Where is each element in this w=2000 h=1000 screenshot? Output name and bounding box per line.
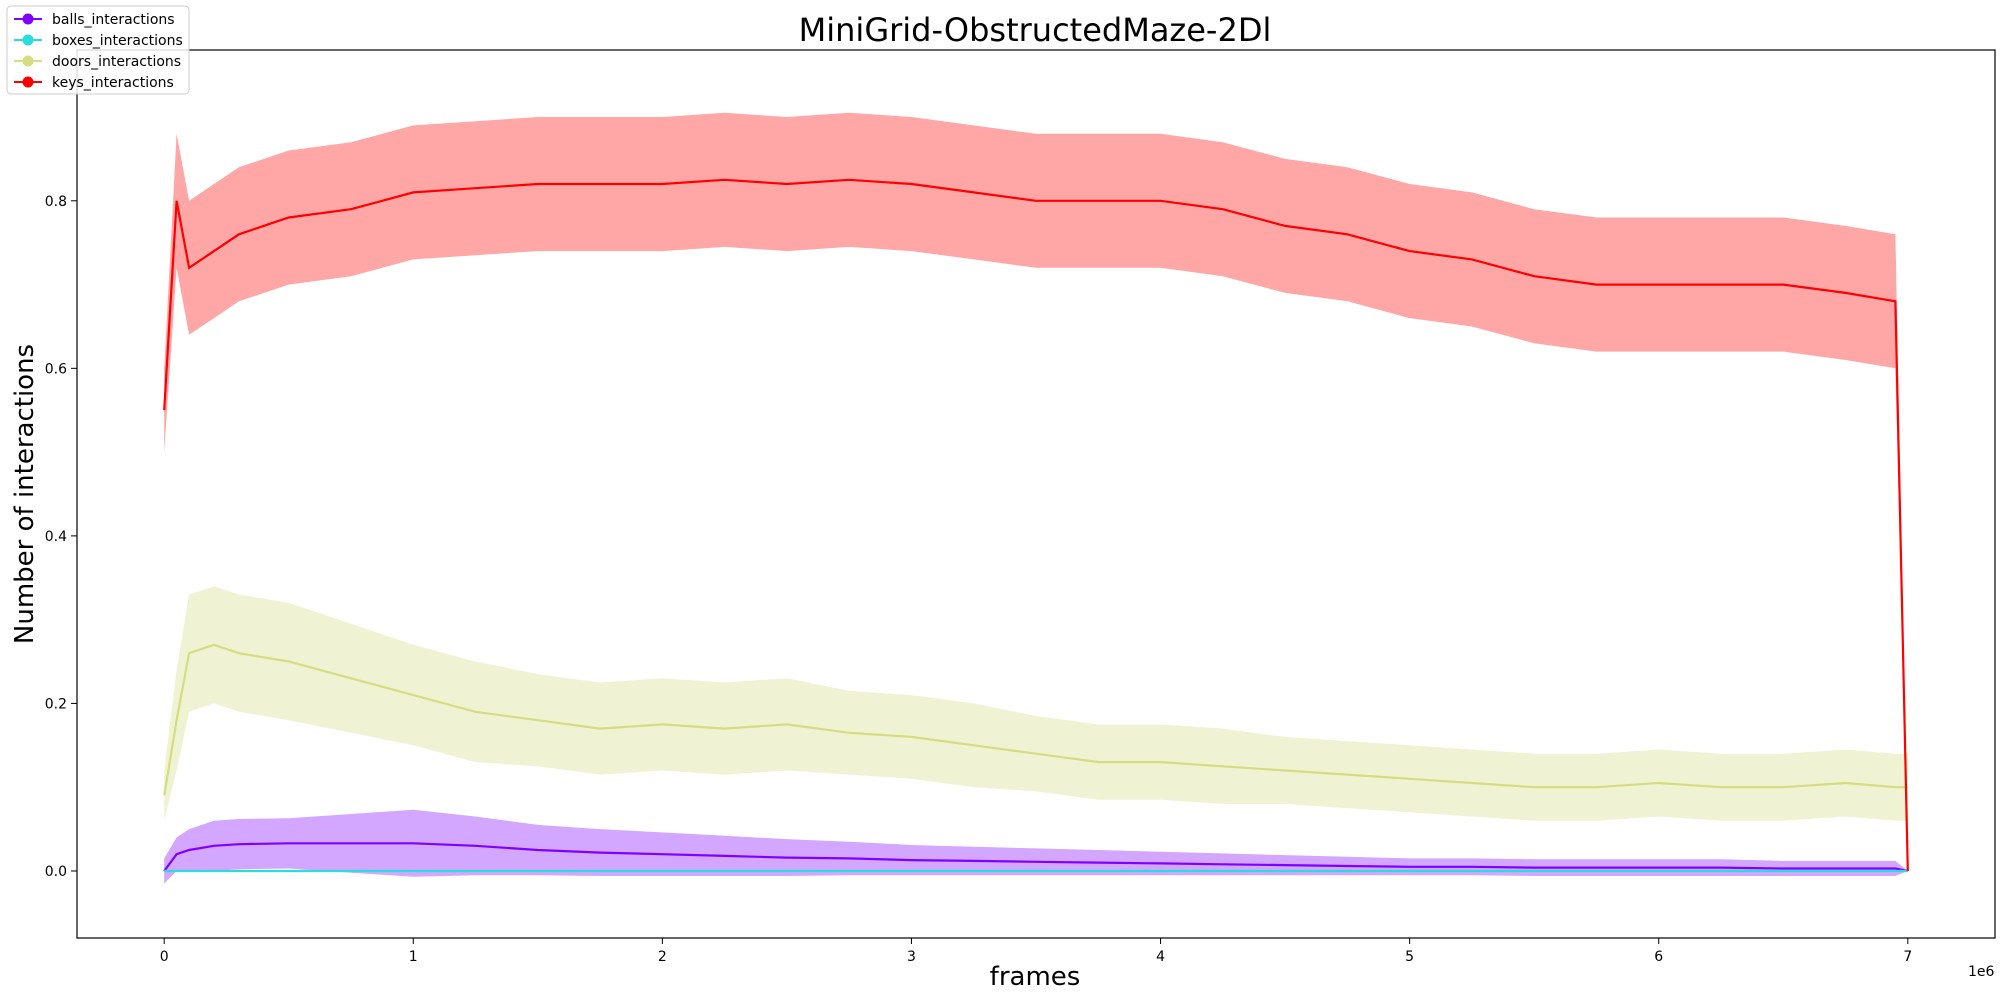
legend-label-keys-interactions: keys_interactions — [52, 75, 174, 91]
legend-box — [6, 5, 190, 95]
keys-interactions-line — [163, 178, 1909, 872]
keys-interactions-band — [164, 112, 1908, 872]
x-tick-label: 7 — [1903, 949, 1912, 965]
doors-interactions-band — [164, 586, 1908, 821]
legend-label-boxes-interactions: boxes_interactions — [52, 33, 183, 49]
y-axis-ticks: 0.0 0.2 0.4 0.6 0.8 — [45, 194, 77, 880]
y-axis-label: Number of interactions — [10, 344, 40, 644]
y-tick-label: 0.8 — [45, 194, 67, 210]
series-lines — [163, 178, 1909, 873]
balls-interactions-band — [164, 809, 1908, 884]
doors-interactions-line — [163, 643, 1908, 796]
legend-marker-balls-interactions — [22, 13, 34, 25]
y-tick-label: 0.6 — [45, 361, 67, 377]
y-tick-label: 0.2 — [45, 696, 67, 712]
x-tick-label: 0 — [160, 949, 169, 965]
x-tick-label: 5 — [1405, 949, 1414, 965]
x-tick-label: 2 — [658, 949, 667, 965]
legend-label-balls-interactions: balls_interactions — [52, 12, 175, 28]
plot-frame — [76, 49, 1996, 939]
x-tick-label: 1 — [409, 949, 418, 965]
x-axis-ticks: 0 1 2 3 4 5 6 7 — [160, 938, 1912, 965]
x-tick-label: 4 — [1156, 949, 1165, 965]
x-tick-label: 3 — [907, 949, 916, 965]
legend-marker-doors-interactions — [22, 55, 34, 67]
legend-label-doors-interactions: doors_interactions — [52, 54, 181, 70]
chart-title: MiniGrid-ObstructedMaze-2Dl — [799, 11, 1272, 49]
balls-interactions-line — [163, 842, 1909, 873]
x-axis-label: frames — [990, 962, 1081, 992]
y-tick-label: 0.0 — [45, 864, 67, 880]
x-axis-offset-label: 1e6 — [1968, 964, 1995, 980]
x-tick-label: 6 — [1654, 949, 1663, 965]
confidence-bands — [164, 112, 1908, 884]
y-tick-label: 0.4 — [45, 529, 67, 545]
legend-marker-boxes-interactions — [22, 34, 34, 46]
legend-marker-keys-interactions — [22, 76, 34, 88]
legend: balls_interactions boxes_interactionsdoor… — [6, 5, 190, 95]
